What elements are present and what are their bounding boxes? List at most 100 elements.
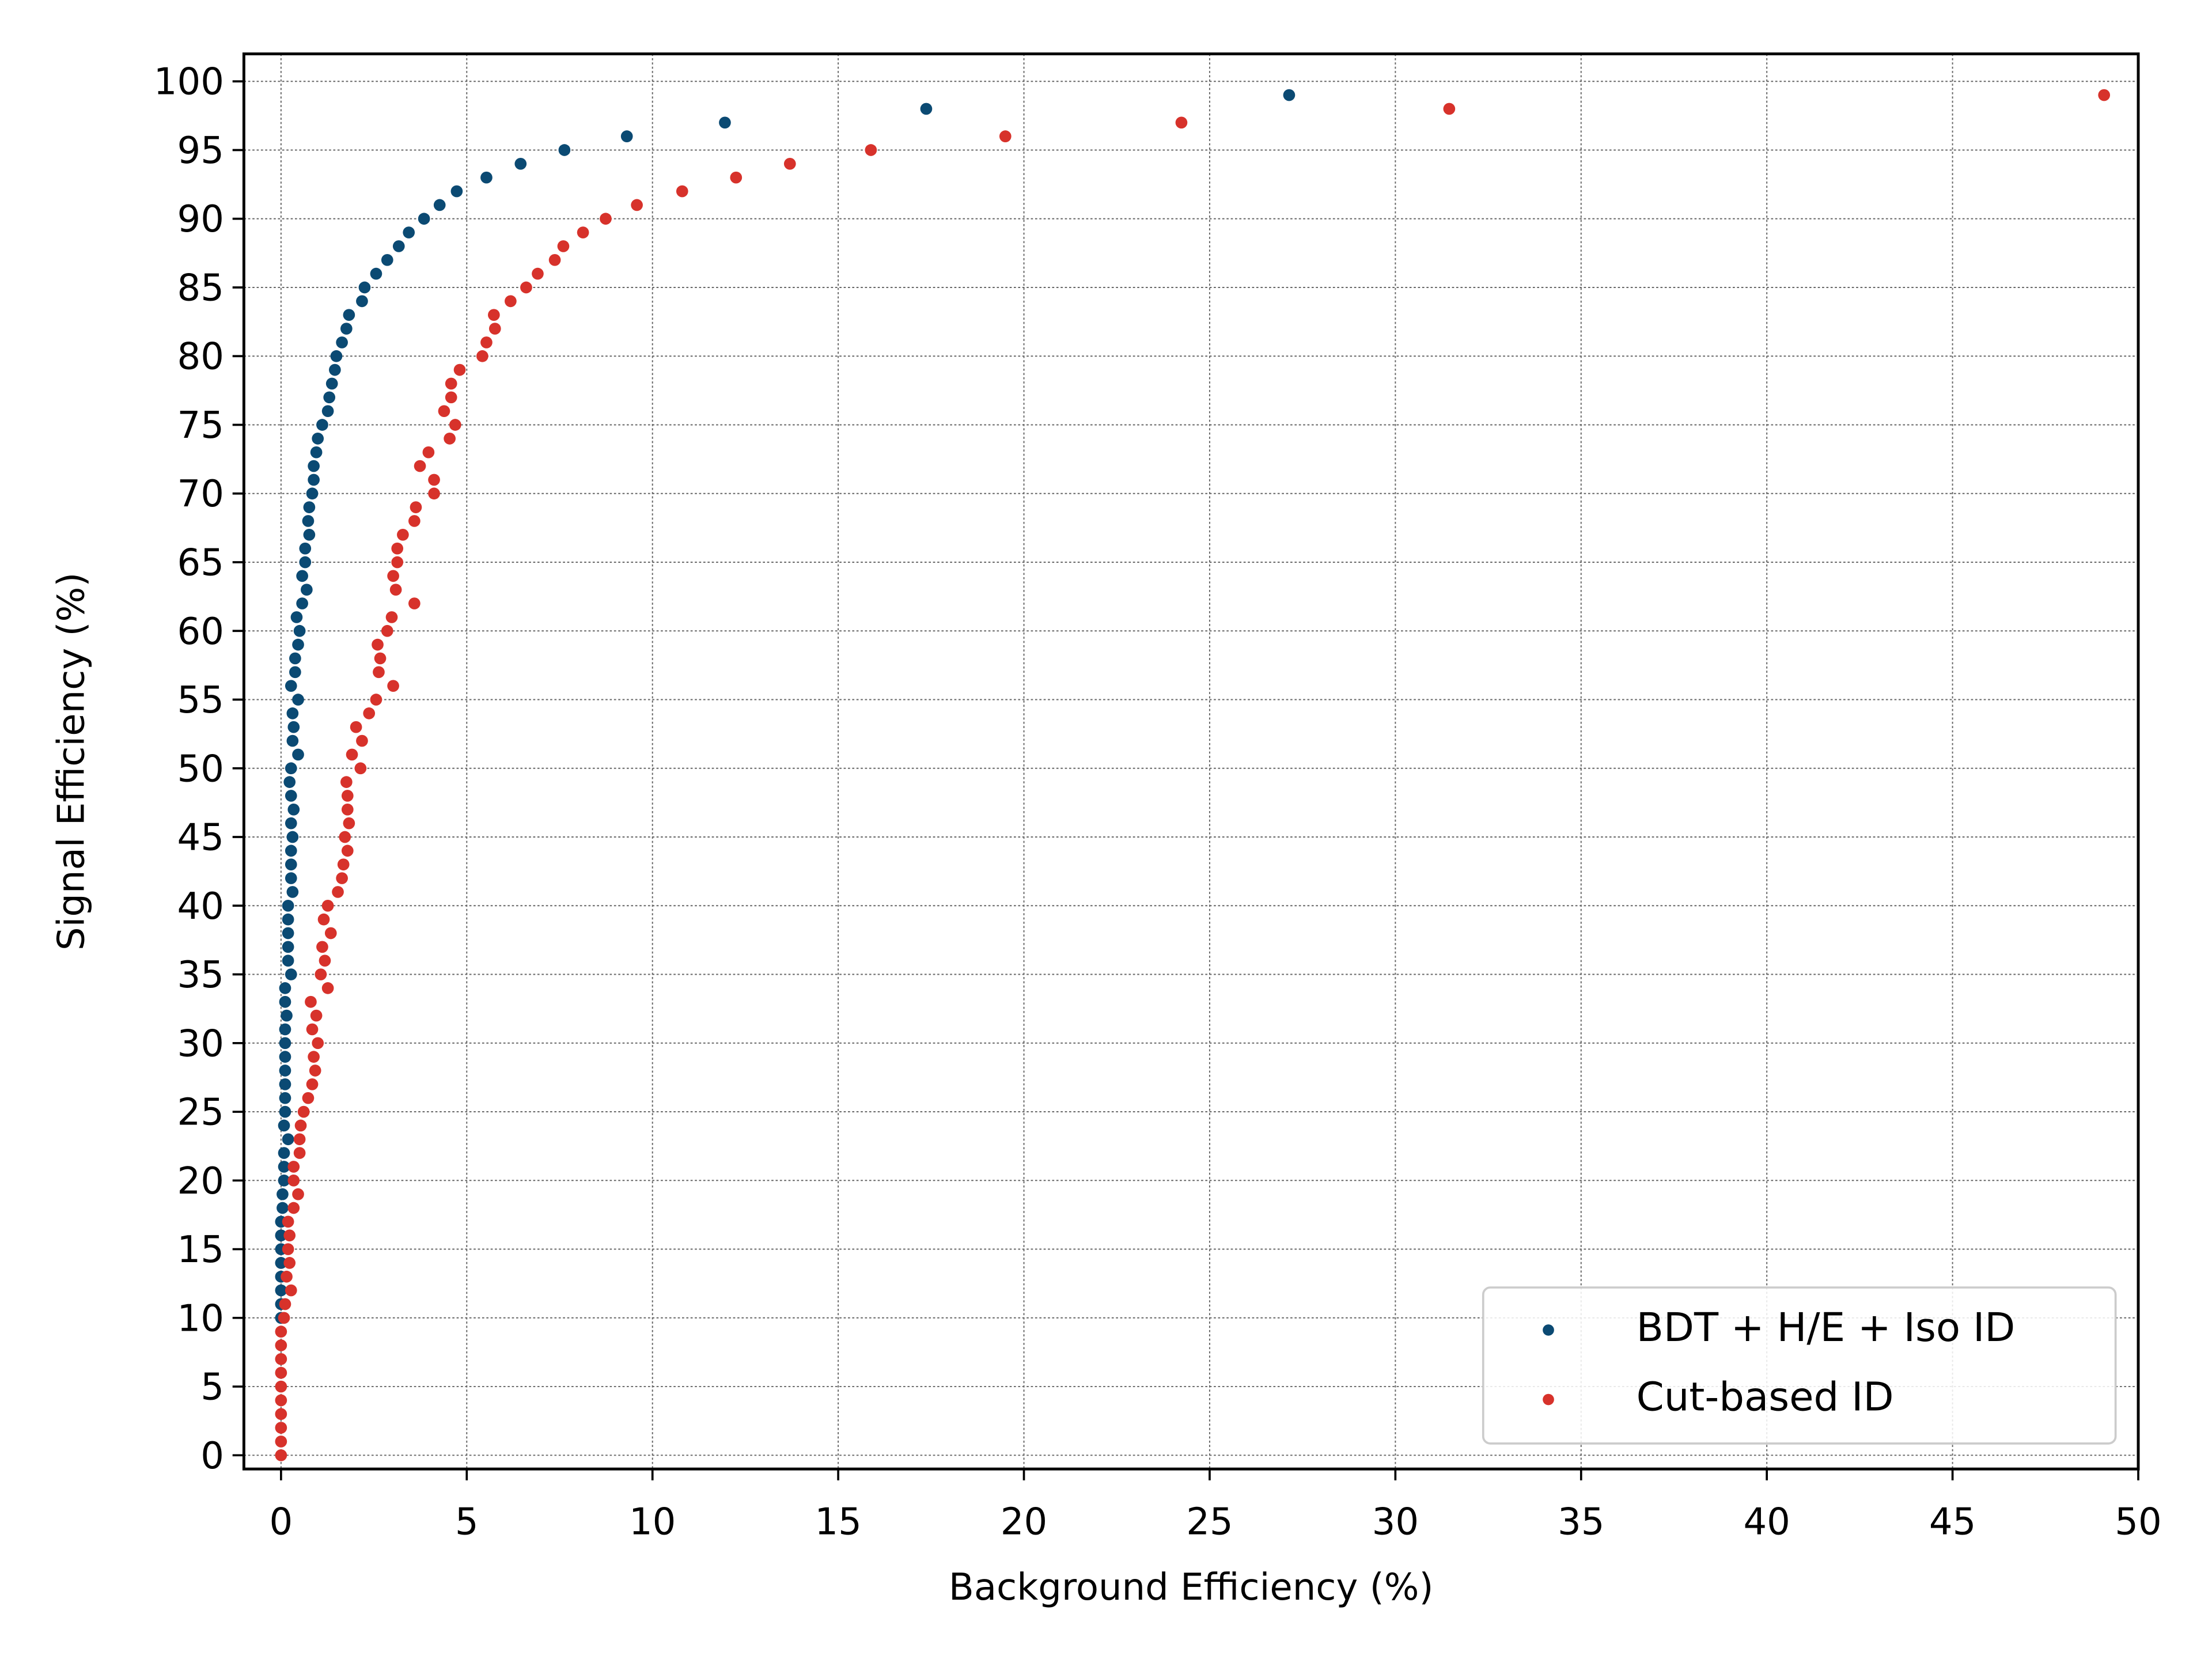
- point: [289, 652, 301, 665]
- x-tick-label: 30: [1372, 1501, 1419, 1544]
- point: [488, 323, 501, 335]
- point: [312, 433, 324, 445]
- point: [1443, 103, 1456, 115]
- point: [410, 501, 422, 513]
- point: [374, 652, 387, 665]
- point: [275, 1353, 287, 1365]
- point: [286, 734, 299, 747]
- point: [389, 584, 402, 596]
- point: [480, 171, 493, 184]
- point: [275, 1408, 287, 1421]
- point: [303, 528, 316, 541]
- point: [282, 913, 294, 926]
- point: [321, 405, 334, 417]
- y-tick-label: 35: [177, 954, 224, 997]
- point: [341, 803, 354, 816]
- point: [445, 391, 457, 404]
- y-tick-label: 60: [177, 611, 224, 653]
- point: [476, 350, 488, 362]
- point: [285, 872, 297, 884]
- point: [286, 886, 299, 898]
- point: [514, 158, 527, 170]
- point: [444, 433, 456, 445]
- y-tick-label: 25: [177, 1092, 224, 1134]
- point: [279, 1065, 291, 1077]
- x-axis-label: Background Efficiency (%): [949, 1566, 1434, 1609]
- point: [433, 199, 446, 211]
- point: [783, 158, 796, 170]
- point: [279, 1092, 291, 1104]
- x-tick-label: 20: [1001, 1501, 1047, 1544]
- y-tick-label: 95: [177, 130, 224, 172]
- point: [414, 460, 426, 472]
- point: [403, 226, 415, 238]
- point: [275, 1449, 287, 1461]
- point: [316, 419, 328, 431]
- point: [418, 213, 430, 225]
- point: [548, 253, 561, 266]
- point: [281, 1270, 293, 1283]
- point: [278, 1147, 290, 1159]
- point: [275, 1380, 287, 1393]
- point: [293, 1147, 306, 1159]
- point: [279, 1051, 291, 1063]
- point: [279, 982, 291, 994]
- point: [290, 611, 303, 623]
- point: [372, 638, 384, 651]
- point: [323, 391, 336, 404]
- point: [453, 363, 466, 376]
- point: [282, 1133, 294, 1146]
- point: [315, 968, 327, 980]
- point: [275, 1366, 287, 1379]
- point: [276, 1188, 289, 1200]
- point: [730, 171, 743, 184]
- point: [520, 281, 532, 294]
- point: [330, 350, 343, 362]
- x-tick-label: 5: [455, 1501, 479, 1544]
- point: [286, 831, 299, 843]
- point: [283, 1257, 296, 1269]
- point: [282, 899, 294, 912]
- y-tick-label: 75: [177, 404, 224, 447]
- point: [391, 556, 404, 569]
- point: [279, 1037, 291, 1050]
- point: [317, 913, 330, 926]
- point: [385, 611, 398, 623]
- point: [275, 1229, 287, 1242]
- y-tick-label: 45: [177, 817, 224, 859]
- point: [297, 1105, 310, 1118]
- point: [296, 570, 308, 582]
- point: [312, 1037, 324, 1050]
- point: [438, 405, 450, 417]
- point: [306, 487, 319, 500]
- point: [370, 267, 382, 280]
- y-tick-label: 5: [200, 1366, 224, 1409]
- point: [336, 336, 348, 349]
- point: [282, 941, 294, 953]
- point: [289, 666, 301, 679]
- point: [287, 721, 300, 733]
- point: [296, 597, 308, 609]
- point: [305, 995, 317, 1008]
- point: [449, 419, 461, 431]
- point: [325, 377, 338, 390]
- point: [279, 1105, 291, 1118]
- point: [281, 1009, 293, 1022]
- point: [310, 446, 323, 459]
- y-tick-label: 80: [177, 336, 224, 378]
- point: [275, 1435, 287, 1448]
- y-tick-label: 40: [177, 885, 224, 928]
- point: [340, 776, 353, 788]
- point: [287, 803, 300, 816]
- y-tick-label: 55: [177, 679, 224, 722]
- point: [999, 130, 1012, 142]
- point: [287, 1161, 300, 1173]
- point: [336, 872, 348, 884]
- point: [631, 199, 643, 211]
- point: [285, 1284, 297, 1297]
- point: [532, 267, 544, 280]
- point: [341, 790, 354, 802]
- point: [339, 831, 351, 843]
- point: [283, 776, 296, 788]
